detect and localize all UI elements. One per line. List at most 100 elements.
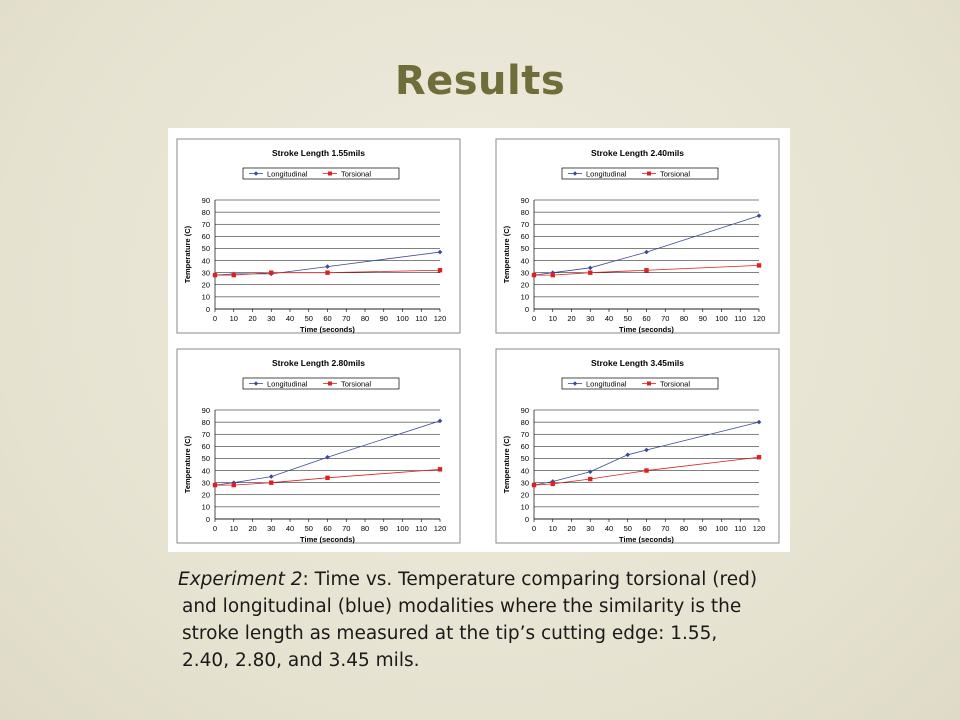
y-tick-label-10: 10 bbox=[521, 503, 529, 512]
y-axis-label: Temperature (C) bbox=[502, 225, 511, 283]
x-tick-label-110: 110 bbox=[415, 314, 427, 323]
x-tick-label-100: 100 bbox=[396, 524, 409, 533]
x-tick-label-0: 0 bbox=[213, 524, 217, 533]
data-point-longitudinal-10 bbox=[550, 479, 556, 484]
chart-title: Stroke Length 2.40mils bbox=[591, 148, 684, 158]
x-tick-label-10: 10 bbox=[230, 524, 238, 533]
data-point-torsional-30 bbox=[269, 480, 274, 485]
y-tick-label-30: 30 bbox=[521, 478, 529, 487]
x-tick-label-50: 50 bbox=[305, 524, 313, 533]
x-tick-label-60: 60 bbox=[642, 314, 650, 323]
data-point-torsional-120 bbox=[756, 263, 762, 268]
chart-gridlines bbox=[215, 409, 440, 520]
x-tick-label-70: 70 bbox=[661, 524, 669, 533]
data-point-torsional-10 bbox=[231, 482, 236, 488]
legend-label-1: Longitudinal bbox=[586, 169, 627, 178]
data-point-longitudinal-30 bbox=[268, 474, 274, 479]
x-tick-label-90: 90 bbox=[699, 314, 707, 323]
legend-label-1: Longitudinal bbox=[586, 379, 627, 388]
x-tick-label-100: 100 bbox=[396, 314, 409, 323]
data-point-longitudinal-60 bbox=[325, 264, 330, 269]
x-tick-label-80: 80 bbox=[680, 314, 688, 323]
caption-line-1-text: : Time vs. Temperature comparing torsion… bbox=[302, 569, 758, 590]
x-tick-label-30: 30 bbox=[267, 524, 275, 533]
y-tick-label-80: 80 bbox=[202, 208, 210, 217]
x-tick-label-40: 40 bbox=[286, 524, 294, 533]
results-figure: Stroke Length 1.55mils Longitudinal Torsio… bbox=[168, 128, 790, 552]
x-tick-label-40: 40 bbox=[605, 524, 613, 533]
x-tick-label-30: 30 bbox=[586, 524, 594, 533]
y-axis-label: Temperature (C) bbox=[183, 225, 192, 283]
legend-label-1: Longitudinal bbox=[267, 379, 308, 388]
y-tick-label-90: 90 bbox=[521, 196, 529, 205]
caption-experiment-label: Experiment 2 bbox=[178, 569, 303, 590]
data-point-torsional-30 bbox=[588, 270, 593, 275]
y-tick-label-70: 70 bbox=[202, 220, 210, 229]
chart-legend: Longitudinal Torsional bbox=[561, 377, 719, 390]
caption-line-2: and longitudinal (blue) modalities where… bbox=[182, 596, 742, 617]
y-tick-label-40: 40 bbox=[521, 466, 529, 475]
x-tick-label-60: 60 bbox=[642, 524, 650, 533]
y-tick-label-10: 10 bbox=[202, 503, 210, 512]
y-tick-label-50: 50 bbox=[521, 454, 529, 463]
x-tick-label-110: 110 bbox=[734, 524, 746, 533]
legend-marker-diamond bbox=[253, 381, 259, 386]
x-tick-label-10: 10 bbox=[549, 524, 557, 533]
y-tick-label-20: 20 bbox=[202, 491, 210, 500]
x-tick-label-90: 90 bbox=[380, 314, 388, 323]
x-tick-label-120: 120 bbox=[434, 524, 447, 533]
y-axis-label: Temperature (C) bbox=[183, 435, 192, 493]
y-tick-label-50: 50 bbox=[521, 244, 529, 253]
chart-legend: Longitudinal Torsional bbox=[561, 167, 719, 180]
legend-label-2: Torsional bbox=[341, 379, 371, 388]
data-point-torsional-120 bbox=[756, 455, 762, 460]
legend-box bbox=[242, 377, 400, 390]
data-point-torsional-10 bbox=[550, 272, 555, 278]
y-tick-label-60: 60 bbox=[202, 232, 210, 241]
x-tick-label-60: 60 bbox=[323, 524, 331, 533]
data-point-torsional-0 bbox=[212, 482, 218, 488]
data-point-longitudinal-10 bbox=[550, 270, 556, 275]
x-tick-label-0: 0 bbox=[213, 314, 217, 323]
series-torsional bbox=[531, 263, 762, 278]
data-point-torsional-30 bbox=[269, 270, 274, 275]
legend-box bbox=[561, 377, 719, 390]
x-tick-label-90: 90 bbox=[380, 524, 388, 533]
x-tick-label-30: 30 bbox=[267, 314, 275, 323]
x-axis-label: Time (seconds) bbox=[300, 325, 355, 334]
chart-title: Stroke Length 3.45mils bbox=[591, 358, 684, 368]
legend-marker-diamond bbox=[572, 171, 578, 176]
chart-gridlines bbox=[534, 409, 759, 520]
y-tick-label-40: 40 bbox=[202, 256, 210, 265]
caption-line-1: Experiment 2: Time vs. Temperature compa… bbox=[178, 566, 818, 593]
x-tick-label-30: 30 bbox=[586, 314, 594, 323]
y-tick-label-30: 30 bbox=[202, 268, 210, 277]
x-tick-label-120: 120 bbox=[753, 524, 766, 533]
y-tick-label-10: 10 bbox=[202, 293, 210, 302]
x-tick-label-20: 20 bbox=[567, 314, 575, 323]
figure-caption: Experiment 2: Time vs. Temperature compa… bbox=[178, 566, 818, 674]
slide-title: Results bbox=[394, 58, 566, 104]
y-tick-label-80: 80 bbox=[521, 418, 529, 427]
y-tick-label-40: 40 bbox=[521, 256, 529, 265]
chart-panel-1: Stroke Length 1.55mils Longitudinal Torsio… bbox=[176, 138, 461, 334]
y-tick-label-60: 60 bbox=[202, 442, 210, 451]
legend-label-2: Torsional bbox=[660, 169, 690, 178]
chart-title: Stroke Length 2.80mils bbox=[272, 358, 365, 368]
x-tick-label-40: 40 bbox=[286, 314, 294, 323]
x-tick-label-100: 100 bbox=[715, 524, 728, 533]
data-point-torsional-60 bbox=[325, 475, 330, 481]
caption-line-4: 2.40, 2.80, and 3.45 mils. bbox=[182, 650, 420, 671]
x-tick-label-80: 80 bbox=[680, 524, 688, 533]
y-tick-label-20: 20 bbox=[202, 281, 210, 290]
y-tick-label-50: 50 bbox=[202, 244, 210, 253]
y-tick-label-90: 90 bbox=[202, 196, 210, 205]
legend-marker-diamond bbox=[253, 171, 259, 176]
y-tick-label-20: 20 bbox=[521, 491, 529, 500]
x-axis-label: Time (seconds) bbox=[300, 535, 355, 544]
y-tick-label-50: 50 bbox=[202, 454, 210, 463]
series-line bbox=[533, 421, 760, 486]
y-axis-label: Temperature (C) bbox=[502, 435, 511, 493]
x-tick-label-100: 100 bbox=[715, 314, 728, 323]
x-tick-label-50: 50 bbox=[624, 524, 632, 533]
